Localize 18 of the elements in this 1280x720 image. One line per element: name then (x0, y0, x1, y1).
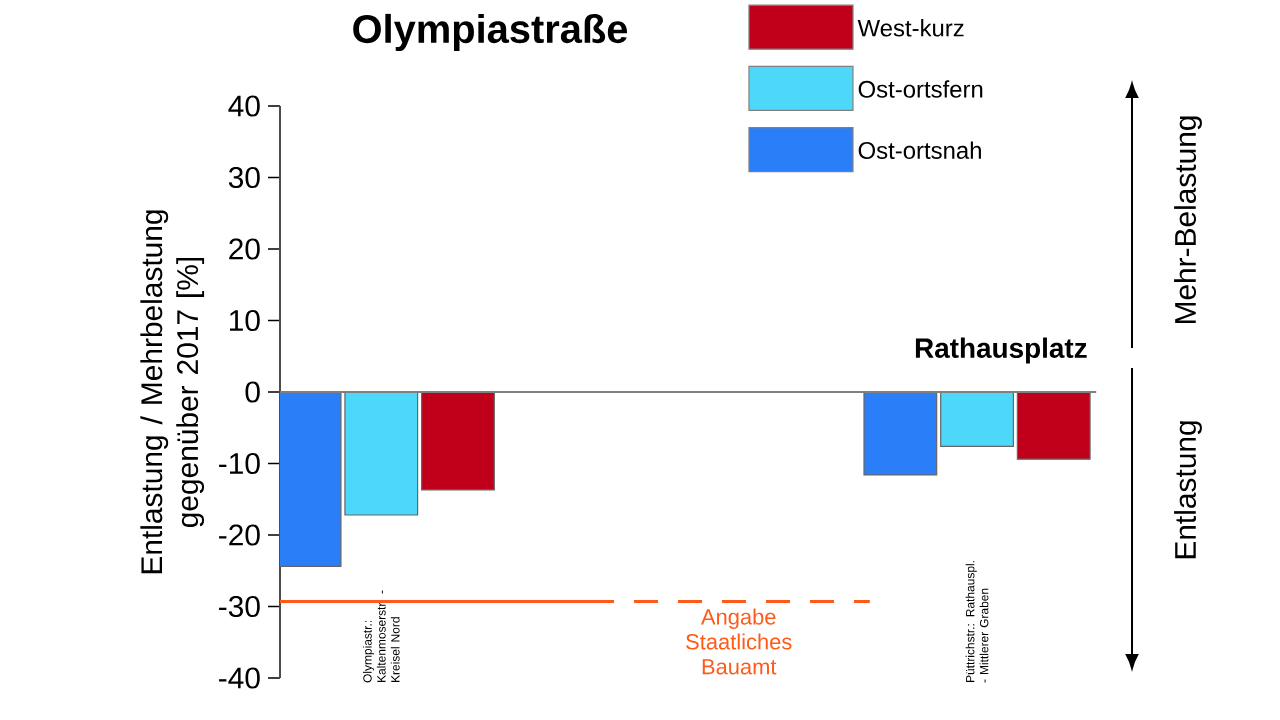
y-tick-label: 20 (229, 238, 260, 260)
text: Entlastung (1174, 421, 1202, 559)
ref-line-label: Angabe Staatliches Bauamt (686, 608, 792, 675)
legend-label: Ost-ortsfern (858, 80, 983, 98)
legend-label: Ost-ortsnah (858, 141, 981, 159)
text: Mehr-Belastung (1174, 116, 1202, 324)
y-tick-label: -20 (219, 524, 260, 546)
y-tick-label: -10 (219, 452, 260, 475)
y-tick-label: 40 (228, 95, 260, 117)
y-axis-title: Entlastung / Mehrbelastung gegenüber 2017 [%] (140, 210, 205, 574)
annotation: Rathausplatz (915, 337, 1087, 364)
chart-title: Olympiastraße (353, 13, 628, 52)
legend-label: West-kurz (857, 19, 964, 37)
y-tick-label: 30 (228, 166, 260, 189)
y-tick-label: -40 (219, 667, 260, 689)
y-tick-label: 10 (230, 309, 260, 332)
y-tick-label: -30 (219, 595, 260, 618)
y-tick-label: 0 (245, 381, 260, 403)
